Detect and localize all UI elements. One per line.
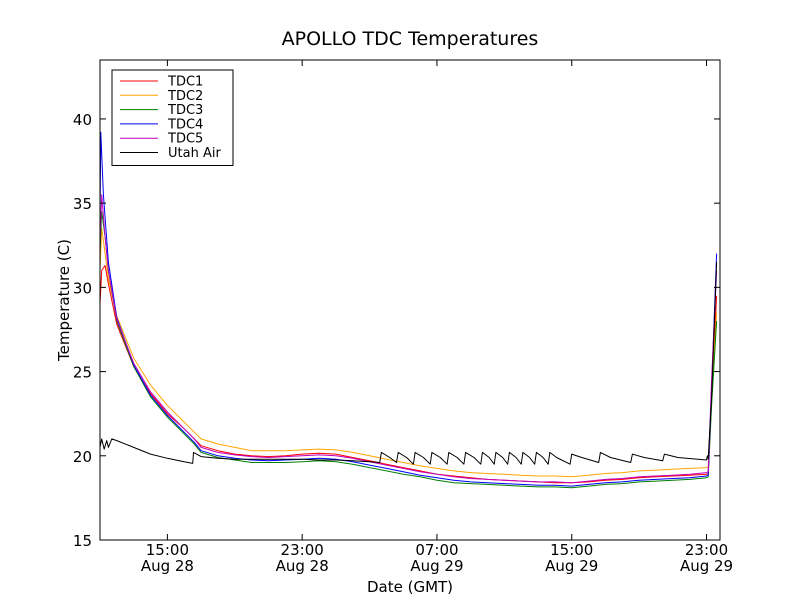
x-axis-label: Date (GMT) bbox=[367, 578, 453, 596]
chart-title: APOLLO TDC Temperatures bbox=[282, 28, 539, 50]
x-tick-label-date: Aug 29 bbox=[680, 557, 733, 575]
x-tick-label-date: Aug 29 bbox=[545, 557, 598, 575]
legend-label-tdc5: TDC5 bbox=[167, 132, 203, 147]
x-tick-label-date: Aug 28 bbox=[276, 557, 329, 575]
series-line-tdc1 bbox=[99, 265, 718, 484]
legend-label-tdc4: TDC4 bbox=[167, 117, 203, 132]
y-tick-label: 35 bbox=[73, 195, 92, 213]
x-tick-label-date: Aug 29 bbox=[410, 557, 463, 575]
series-layer bbox=[99, 131, 718, 489]
legend-label-utah-air: Utah Air bbox=[168, 146, 221, 161]
y-tick-label: 30 bbox=[73, 279, 92, 297]
x-tick-label-time: 23:00 bbox=[281, 541, 324, 559]
y-tick-label: 40 bbox=[73, 111, 92, 129]
y-axis-label: Temperature (C) bbox=[55, 239, 73, 362]
series-line-tdc4 bbox=[99, 131, 718, 487]
series-line-tdc5 bbox=[99, 194, 718, 484]
legend-box bbox=[111, 69, 234, 166]
x-tick-label-time: 07:00 bbox=[415, 541, 458, 559]
x-tick-label-date: Aug 28 bbox=[141, 557, 194, 575]
y-tick-label: 15 bbox=[73, 532, 92, 550]
x-tick-label-time: 23:00 bbox=[685, 541, 728, 559]
x-tick-label-time: 15:00 bbox=[146, 541, 189, 559]
x-tick-label-time: 15:00 bbox=[550, 541, 593, 559]
y-tick-label: 20 bbox=[73, 448, 92, 466]
legend-label-tdc1: TDC1 bbox=[167, 75, 203, 90]
y-tick-label: 25 bbox=[73, 364, 92, 382]
legend-label-tdc2: TDC2 bbox=[167, 89, 203, 104]
series-line-tdc3 bbox=[99, 211, 718, 489]
legend-label-tdc3: TDC3 bbox=[167, 103, 203, 118]
series-line-utah-air bbox=[99, 262, 718, 465]
plot-frame bbox=[99, 59, 721, 541]
